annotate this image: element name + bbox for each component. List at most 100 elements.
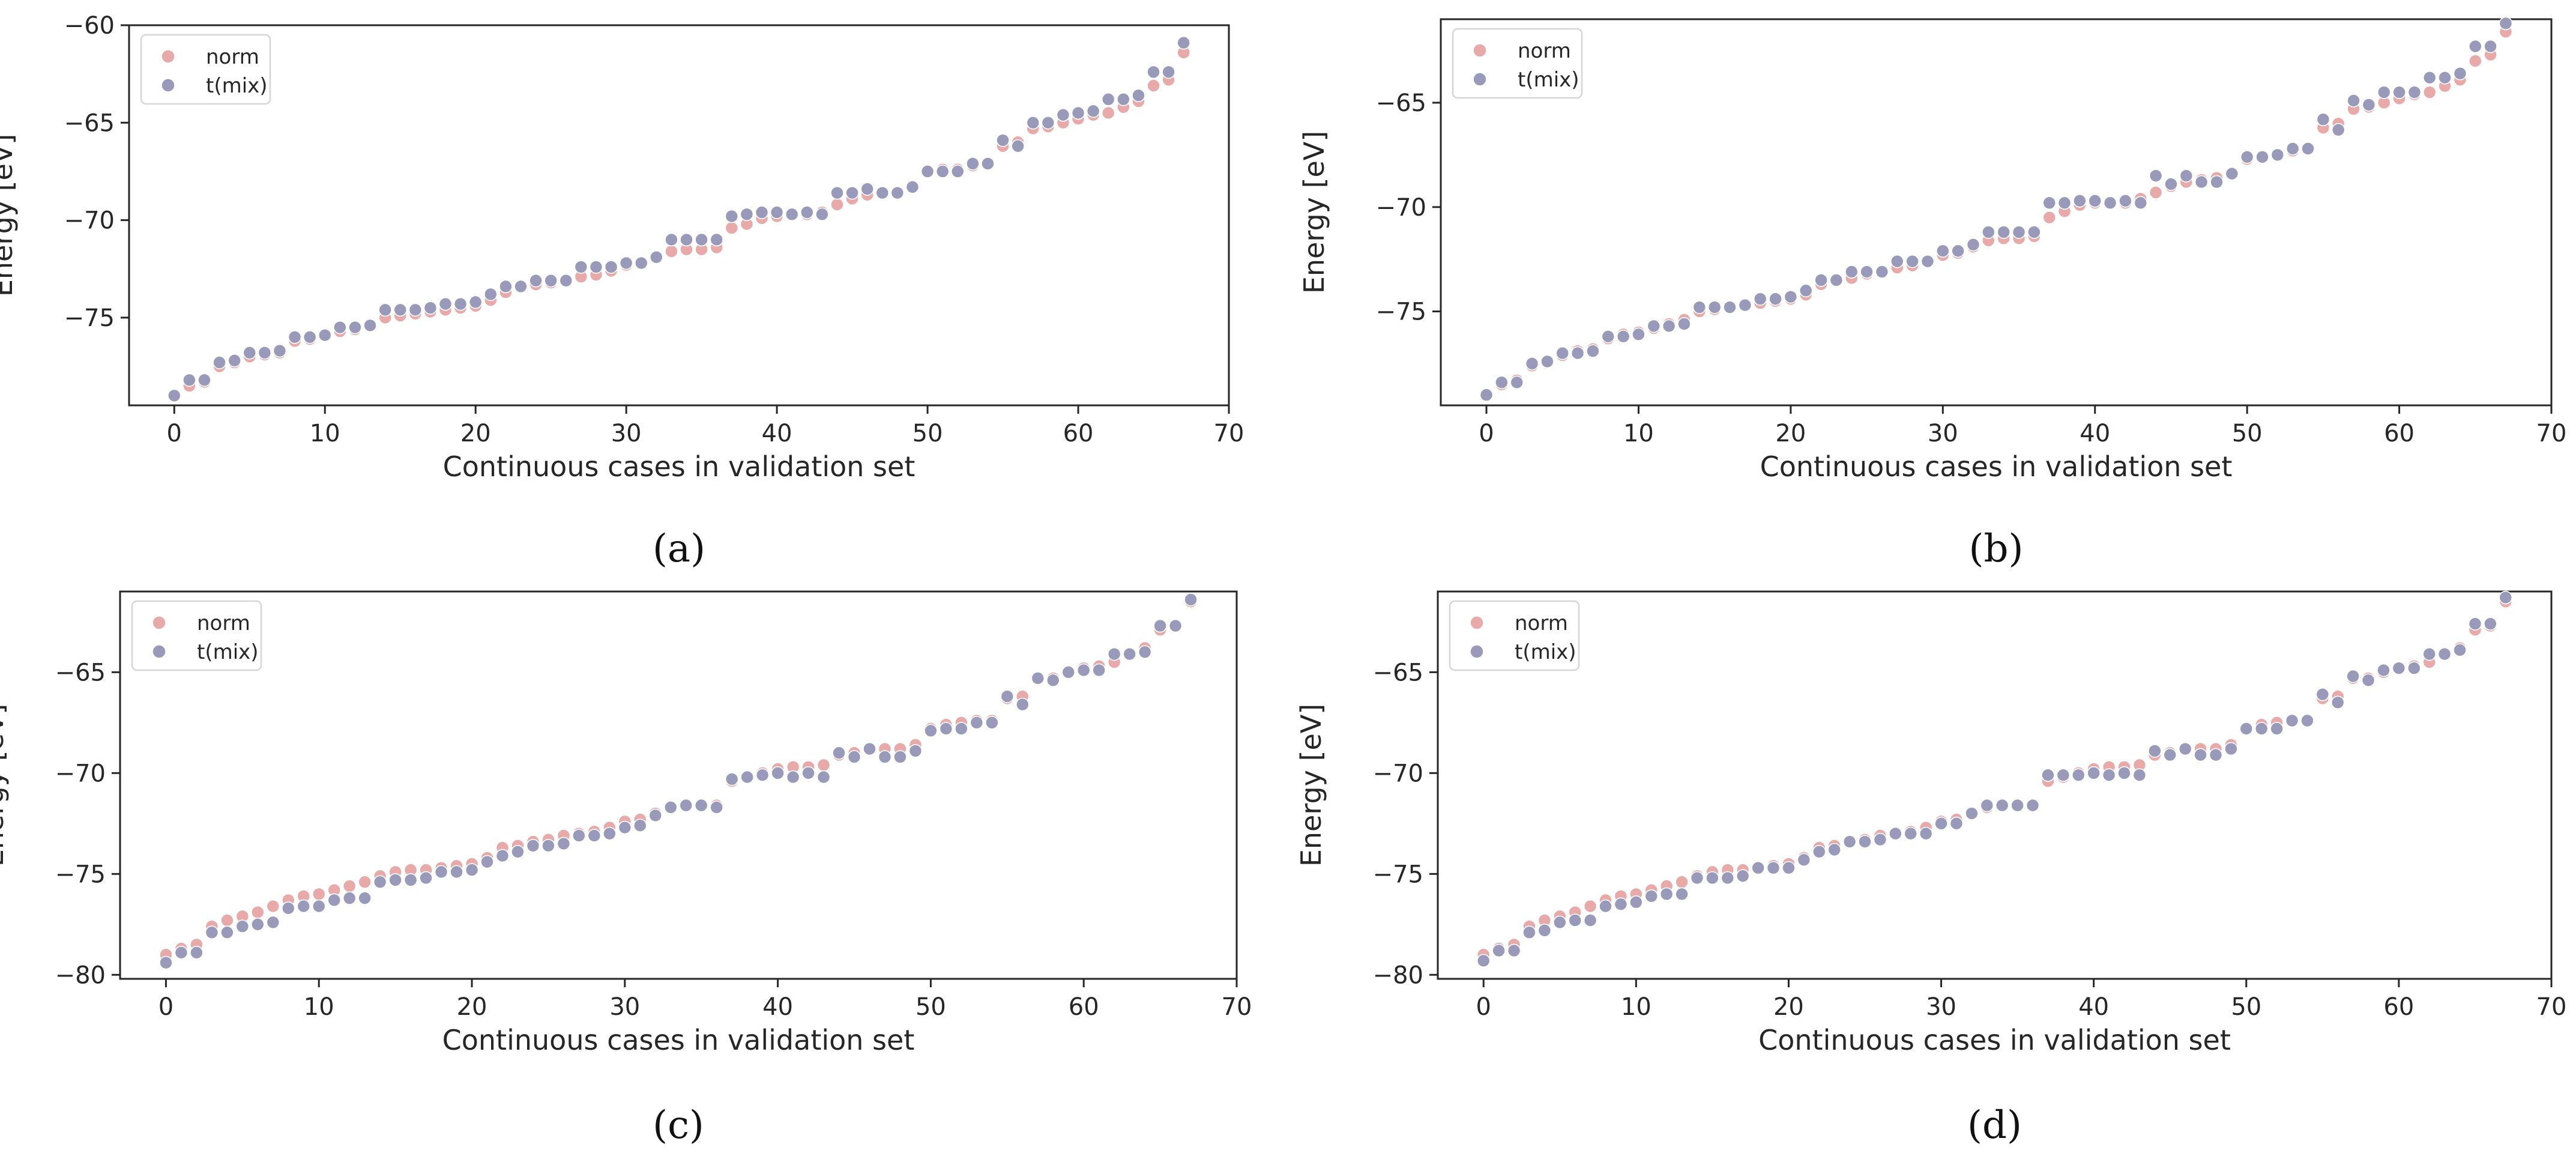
data-point — [2285, 713, 2299, 728]
data-point — [619, 256, 633, 270]
data-point — [529, 273, 543, 288]
chart-panel: 0 10 20 30 40 50 60 70 −75 −70 −65 Continuous cases… — [1298, 16, 2566, 571]
axes-frame — [1437, 590, 2553, 980]
data-point — [908, 744, 923, 758]
data-point — [388, 873, 402, 887]
data-point — [1721, 871, 1735, 885]
y-axis-label: Energy [eV] — [0, 704, 10, 867]
data-point — [935, 165, 950, 178]
data-point — [634, 256, 648, 270]
series-mix — [1476, 590, 2513, 968]
data-point — [2330, 695, 2345, 710]
data-point — [484, 287, 498, 301]
data-point — [1769, 292, 1782, 306]
data-point — [318, 328, 332, 342]
data-point — [770, 205, 784, 219]
x-tick-label: 20 — [1775, 420, 1806, 447]
data-point — [393, 303, 408, 317]
data-point — [228, 354, 241, 368]
x-axis-label: Continuous cases in validation set — [442, 1024, 915, 1056]
data-point — [1071, 106, 1085, 120]
data-point — [2240, 150, 2254, 164]
data-point — [266, 915, 280, 930]
legend: norm t(mix) — [1449, 600, 1580, 671]
data-point — [1905, 254, 1919, 268]
data-point — [1086, 104, 1100, 118]
data-point — [2194, 748, 2207, 762]
data-point — [1117, 92, 1130, 106]
data-point — [213, 356, 226, 369]
legend-label: t(mix) — [197, 640, 259, 664]
data-point — [1107, 647, 1121, 661]
data-point — [2239, 722, 2254, 736]
data-point — [2468, 617, 2482, 631]
panel-label: (d) — [1967, 1103, 2022, 1148]
data-point — [303, 330, 317, 344]
data-point — [740, 207, 754, 222]
data-point — [725, 772, 739, 786]
data-point — [2255, 150, 2269, 164]
data-point — [2453, 67, 2467, 80]
data-point — [333, 320, 347, 334]
data-point — [2315, 688, 2330, 701]
data-point — [2073, 194, 2087, 208]
data-point — [815, 207, 829, 222]
panel-label: (a) — [653, 527, 705, 571]
x-tick-label: 10 — [310, 420, 340, 447]
legend-marker — [1470, 644, 1484, 659]
data-point — [1920, 254, 1935, 268]
data-point — [2224, 742, 2238, 756]
data-point — [2484, 39, 2497, 53]
data-point — [618, 820, 632, 835]
data-point — [863, 742, 876, 756]
y-tick-label: −70 — [1376, 194, 1426, 222]
y-tick-label: −70 — [1373, 760, 1423, 787]
data-point — [1707, 300, 1722, 314]
data-point — [1766, 861, 1781, 875]
data-point — [2134, 196, 2148, 210]
data-point — [514, 279, 528, 294]
data-point — [847, 750, 861, 764]
x-tick-label: 20 — [1773, 993, 1804, 1021]
data-point — [1889, 826, 1902, 841]
x-tick-label: 0 — [1476, 993, 1491, 1021]
data-point — [1723, 300, 1737, 314]
legend-label: t(mix) — [206, 74, 268, 98]
y-tick-label: −65 — [64, 109, 115, 137]
data-point — [830, 198, 844, 211]
data-point — [450, 865, 463, 879]
data-point — [342, 879, 357, 893]
x-tick-label: 10 — [1623, 420, 1654, 447]
data-point — [557, 837, 571, 851]
data-point — [2209, 748, 2223, 762]
x-tick-label: 50 — [915, 993, 946, 1021]
chart-panel: 0 10 20 30 40 50 60 70 −75 −70 −65 −60 Continuous ca… — [0, 12, 1244, 571]
x-tick-label: 70 — [1222, 993, 1252, 1021]
data-point — [2132, 768, 2147, 782]
data-point — [559, 273, 573, 288]
data-point — [1568, 913, 1582, 927]
data-point — [2119, 194, 2132, 208]
data-point — [419, 871, 433, 885]
data-point — [2468, 54, 2482, 68]
data-point — [1951, 244, 1965, 258]
data-point — [480, 855, 494, 869]
x-tick-label: 50 — [2232, 420, 2263, 447]
data-point — [1949, 817, 1964, 831]
data-point — [603, 826, 617, 841]
data-point — [587, 829, 602, 843]
data-point — [771, 766, 785, 780]
x-tick-label: 0 — [167, 420, 182, 447]
data-point — [2392, 85, 2406, 99]
data-point — [358, 891, 372, 905]
data-point — [1738, 298, 1752, 312]
data-point — [801, 766, 815, 780]
data-point — [1966, 238, 1980, 252]
data-point — [220, 913, 234, 927]
data-point — [1934, 817, 1948, 831]
data-point — [2164, 177, 2178, 191]
data-point — [1904, 826, 1918, 841]
data-point — [2468, 39, 2482, 53]
data-point — [875, 186, 890, 200]
